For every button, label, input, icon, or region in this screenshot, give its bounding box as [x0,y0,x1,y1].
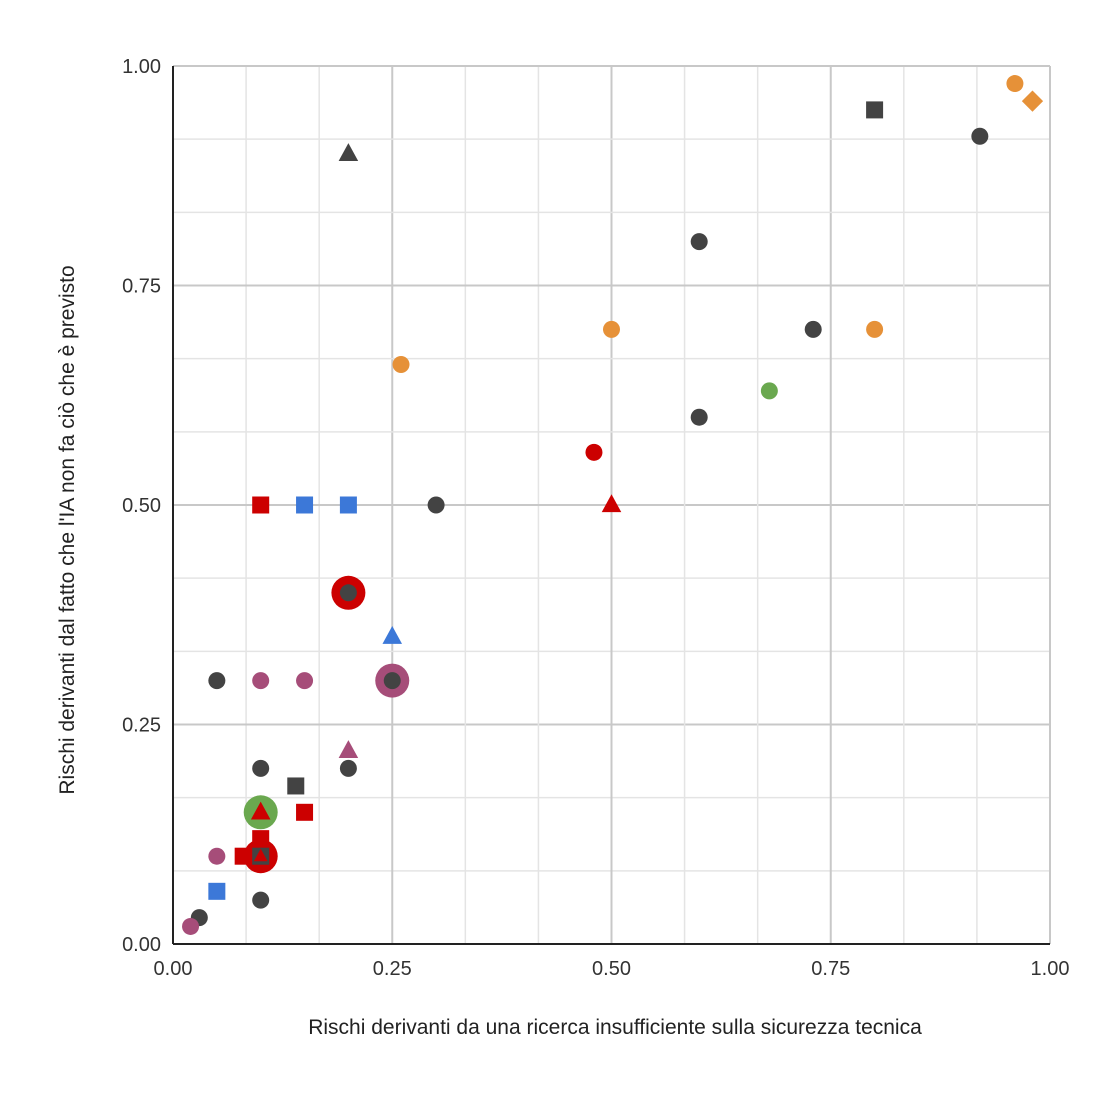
data-point-diamond [1021,90,1044,112]
data-point-circle [760,382,778,400]
data-point-triangle [382,625,403,644]
data-point-square [252,496,270,514]
data-point-square [252,830,270,848]
y-tick-labels: 0.00 0.25 0.50 0.75 1.00 [122,56,161,956]
y-tick-label: 0.25 [122,715,161,737]
data-point-circle [690,408,708,426]
y-tick-label: 0.50 [122,495,161,517]
data-point-circle [603,320,620,338]
x-tick-label: 0.75 [811,958,850,980]
data-point-circle [252,672,270,690]
data-point-square [234,847,252,865]
data-point-square [296,496,314,514]
data-point-triangle [250,801,271,820]
data-point-square [287,777,305,795]
data-point-circle [866,320,884,338]
data-point-circle [585,443,603,461]
x-tick-label: 1.00 [1031,958,1070,980]
data-point-circle [252,891,270,909]
data-point-triangle [338,143,359,161]
x-tick-label: 0.25 [373,958,412,980]
x-tick-label: 0.50 [592,958,631,980]
data-point-circle [208,847,226,865]
data-point-circle [1006,75,1024,93]
x-axis-title: Rischi derivanti da una ricerca insuffic… [308,1016,922,1039]
data-point-circle [804,320,822,338]
data-point-circle [339,759,357,777]
data-point-square [208,882,226,900]
data-point-circle [208,672,226,690]
data-point-circle [383,672,401,690]
axes [172,66,1050,945]
data-point-circle [392,356,410,374]
data-point-triangle [253,848,268,862]
y-axis-title: Rischi derivanti dal fatto che l'IA non … [56,265,79,794]
data-point-triangle [338,740,359,758]
y-tick-label: 0.75 [122,276,161,298]
y-tick-label: 0.00 [122,934,161,956]
data-point-square [296,803,314,821]
x-tick-label: 0.00 [154,958,193,980]
data-point-circle [427,496,445,514]
x-tick-labels: 0.00 0.25 0.50 0.75 1.00 [154,958,1070,980]
data-point-circle [182,917,200,935]
data-point-circle [252,759,270,777]
data-point-square [866,101,884,119]
data-point-circle [296,672,314,690]
data-point-triangle [601,494,622,513]
y-tick-label: 1.00 [122,56,161,78]
data-point-square [339,496,357,514]
data-points [182,75,1044,935]
data-point-circle [339,584,357,602]
data-point-circle [690,233,708,251]
data-point-circle [971,127,989,145]
